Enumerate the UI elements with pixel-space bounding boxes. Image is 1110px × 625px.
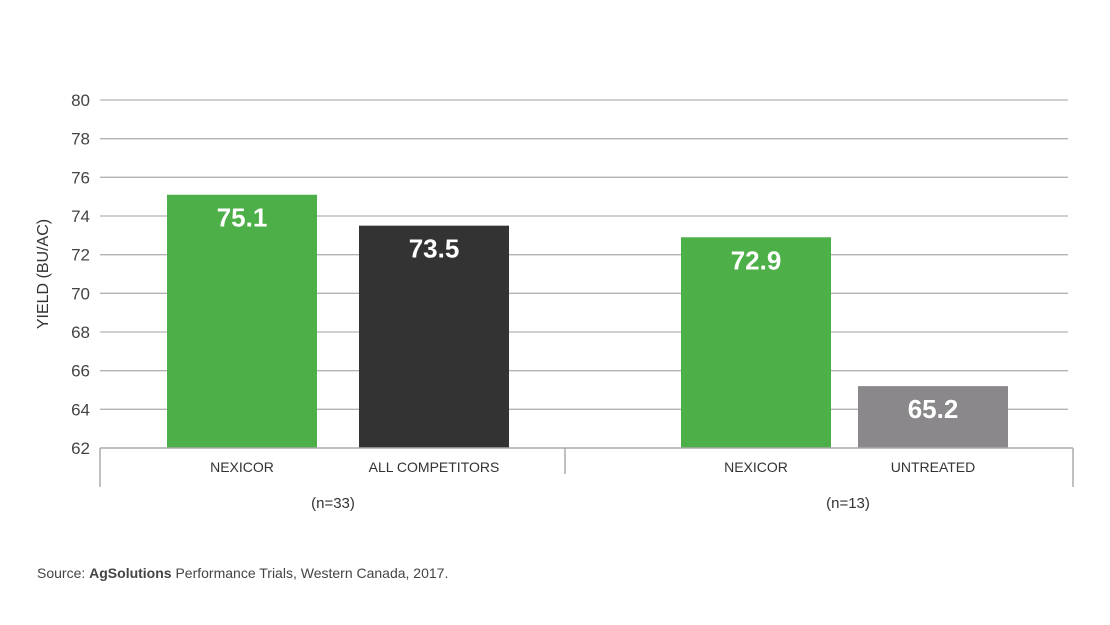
source-rest: Performance Trials, Western Canada, 2017… (171, 565, 449, 581)
bar-value-label: 65.2 (908, 394, 959, 424)
group-label: (n=13) (826, 495, 870, 512)
x-category-label: NEXICOR (210, 459, 274, 475)
bar (681, 237, 831, 448)
bar-value-label: 75.1 (217, 203, 268, 233)
source-prefix: Source: (37, 565, 90, 581)
y-axis-label: YIELD (BU/AC) (35, 219, 52, 329)
y-tick-label: 62 (71, 439, 90, 458)
y-tick-label: 68 (71, 323, 90, 342)
bar-value-label: 72.9 (731, 245, 782, 275)
source-note: Source: AgSolutions Performance Trials, … (37, 565, 448, 581)
x-category-label: ALL COMPETITORS (369, 459, 500, 475)
y-tick-label: 78 (71, 130, 90, 149)
y-tick-label: 80 (71, 91, 90, 110)
y-tick-label: 66 (71, 362, 90, 381)
bar (167, 194, 317, 448)
bar (359, 225, 509, 448)
x-category-label: UNTREATED (891, 459, 976, 475)
source-brand: AgSolutions (89, 565, 172, 581)
y-tick-label: 72 (71, 246, 90, 265)
y-tick-label: 64 (71, 400, 90, 419)
group-label: (n=33) (311, 495, 355, 512)
y-tick-label: 74 (71, 207, 90, 226)
bar (858, 386, 1008, 448)
bar-value-label: 73.5 (409, 234, 460, 264)
x-category-label: NEXICOR (724, 459, 788, 475)
y-tick-label: 76 (71, 168, 90, 187)
y-tick-label: 70 (71, 284, 90, 303)
